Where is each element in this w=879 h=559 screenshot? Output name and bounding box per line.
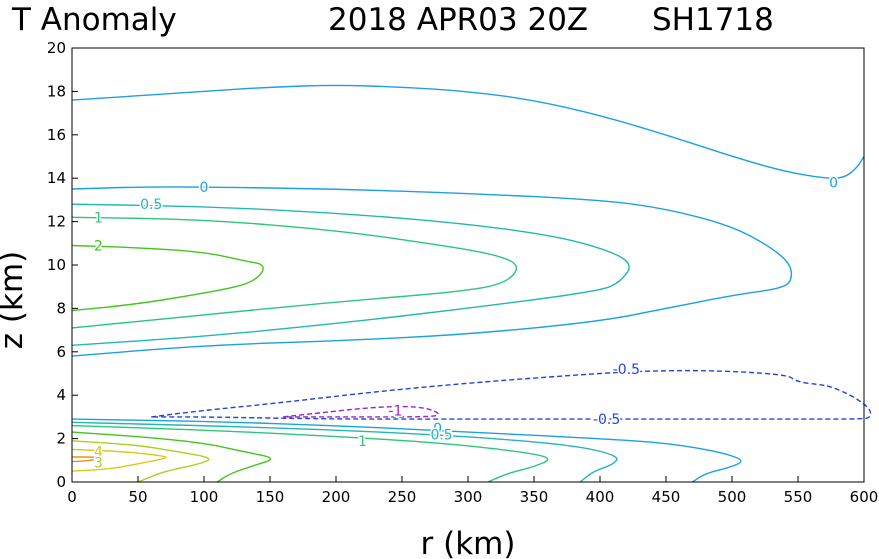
x-tick-label-12: 600 [850,488,879,506]
contour-label-1: 0 [829,176,838,192]
contour-line-11 [71,440,210,483]
x-tick-label-1: 50 [128,488,147,506]
contour-label-12: 3 [94,455,103,471]
chart-title-date: 2018 APR03 20Z [328,2,588,38]
y-tick-label-9: 18 [47,82,66,100]
y-tick-label-7: 14 [47,169,66,187]
contour-label-0: 0 [200,180,209,196]
x-tick-label-5: 250 [388,488,417,506]
contour-label-3: 1 [94,210,103,226]
x-tick-label-0: 0 [67,488,77,506]
contour-label-6: -0.5 [593,412,620,428]
y-tick-label-1: 2 [56,430,66,448]
contour-line-12 [71,448,167,472]
contour-line-6 [283,405,439,418]
x-tick-label-3: 150 [256,488,285,506]
x-tick-label-8: 400 [586,488,615,506]
x-tick-label-9: 450 [652,488,681,506]
y-tick-label-8: 16 [47,126,66,144]
contour-line-4 [71,244,264,312]
contours-layer [71,84,872,483]
contour-label-2: 0.5 [140,197,162,213]
x-tick-label-4: 200 [322,488,351,506]
contour-line-7 [71,418,742,483]
contour-label-5: -0.5 [613,362,640,378]
y-tick-label-5: 10 [47,256,66,274]
x-axis-ticks: 0 50 100 150 200 250 300 350 400 450 500 550 600 [67,476,878,506]
contour-line-3 [71,216,518,329]
contour-line-1 [71,186,793,357]
y-tick-label-3: 6 [56,343,66,361]
y-tick-label-4: 8 [56,299,66,317]
contour-label-8: 0 [433,421,442,437]
x-tick-label-11: 550 [784,488,813,506]
contour-line-5 [151,369,872,420]
x-tick-label-2: 100 [190,488,219,506]
plot-frame [71,47,865,483]
y-tick-label-0: 0 [56,473,66,491]
contour-line-13 [71,456,101,463]
contour-line-8 [71,421,618,483]
contour-label-7: -1 [388,403,402,419]
y-tick-label-10: 20 [47,39,66,57]
contour-line-2 [71,203,630,346]
contour-line-10 [71,431,272,483]
y-axis-label: z (km) [0,251,30,349]
contour-label-4: 2 [94,238,103,254]
x-tick-label-10: 500 [718,488,747,506]
chart-title-variable: T Anomaly [11,2,177,38]
contour-label-9: 0.5 [430,427,452,443]
y-axis-ticks: 0 2 4 6 8 10 12 14 16 18 20 [47,39,78,491]
contour-label-11: 4 [94,445,103,461]
contour-label-10: 1 [358,434,367,450]
x-axis-label: r (km) [421,526,516,559]
x-tick-label-7: 350 [520,488,549,506]
y-tick-label-6: 12 [47,213,66,231]
contour-line-9 [71,424,549,483]
y-tick-label-2: 4 [56,386,66,404]
x-tick-label-6: 300 [454,488,483,506]
contour-line-0 [71,84,865,179]
chart-title-storm: SH1718 [652,2,774,38]
